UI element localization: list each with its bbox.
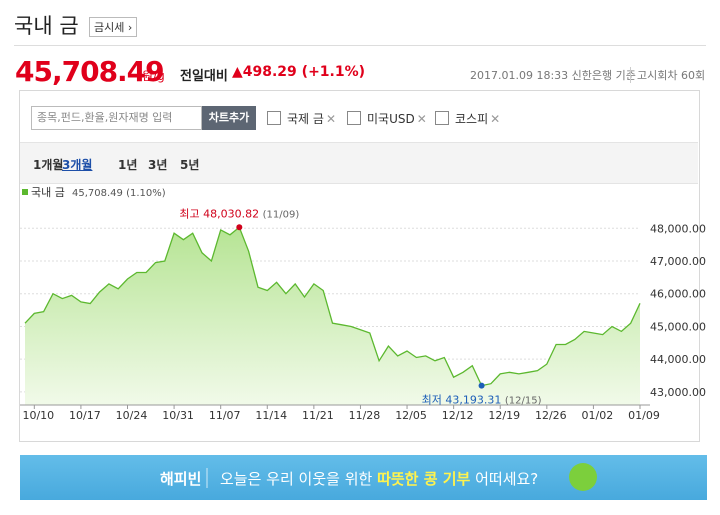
period-tab[interactable]: 1년: [118, 158, 138, 172]
period-tab[interactable]: 3년: [148, 158, 168, 172]
banner-before: 오늘은 우리 이웃을 위한: [220, 470, 377, 488]
annotation-text: 최고 48,030.82: [179, 207, 259, 220]
compare-label: 코스피: [455, 112, 489, 126]
change-pct: (+1.1%): [301, 64, 366, 80]
area: [25, 227, 640, 405]
annotation: 최고 48,030.82 (11/09): [179, 207, 299, 220]
period-tab[interactable]: 3개월: [62, 158, 93, 172]
legend-swatch: [22, 189, 28, 195]
compare-label: 미국USD: [367, 112, 415, 126]
annotation-date: (11/09): [263, 209, 300, 220]
x-tick-label: 11/28: [349, 409, 381, 422]
change-label: 전일대비: [180, 69, 228, 84]
change: ▲498.29 (+1.1%): [232, 64, 365, 80]
x-tick-label: 01/09: [628, 409, 660, 422]
add-chart-button[interactable]: 차트추가: [202, 106, 256, 130]
banner-brand: 해피빈: [160, 470, 201, 488]
banner-highlight: 따뜻한 콩 기부: [377, 470, 470, 488]
annotation: 최저 43,193.31 (12/15): [422, 394, 542, 407]
x-tick-label: 01/02: [582, 409, 614, 422]
y-tick-label: 47,000.00: [650, 255, 706, 268]
legend-value: 45,708.49 (1.10%): [72, 188, 166, 199]
compare-label: 국제 금: [287, 112, 324, 126]
search-input[interactable]: 종목,펀드,환율,원자재명 입력: [31, 106, 202, 130]
legend-name: 국내 금: [31, 186, 65, 199]
compare-checkbox[interactable]: 미국USD ✕: [347, 110, 427, 127]
x-tick-label: 12/05: [395, 409, 427, 422]
x-tick-label: 10/10: [22, 409, 54, 422]
timestamp: 2017.01.09 18:33 신한은행 기준: [470, 69, 636, 82]
y-tick-label: 44,000.00: [650, 353, 706, 366]
tab-bar: [20, 142, 698, 184]
x-tick-label: 11/07: [209, 409, 241, 422]
annotation-date: (12/15): [505, 396, 542, 407]
x-tick-label: 10/24: [116, 409, 148, 422]
unit: 원/g: [142, 69, 165, 83]
compare-checkbox[interactable]: 코스피 ✕: [435, 110, 500, 127]
x-tick-label: 10/31: [162, 409, 194, 422]
round: 고시회차 60회: [630, 67, 705, 83]
y-tick-label: 48,000.00: [650, 222, 706, 235]
x-tick-label: 11/14: [255, 409, 287, 422]
banner-after: 어떠세요?: [470, 470, 538, 488]
annotation-text: 최저 43,193.31: [422, 394, 502, 407]
button-label: 금시세: [94, 21, 125, 34]
x-tick-label: 11/21: [302, 409, 334, 422]
y-tick-label: 45,000.00: [650, 320, 706, 333]
period-tab[interactable]: 5년: [180, 158, 200, 172]
line: [24, 226, 641, 387]
extreme-point: [236, 224, 243, 231]
x-tick-label: 10/17: [69, 409, 101, 422]
bean-icon: [569, 463, 597, 491]
extreme-point: [478, 382, 485, 389]
price-button[interactable]: 금시세 ›: [89, 17, 138, 37]
banner-text: 오늘은 우리 이웃을 위한 따뜻한 콩 기부 어떠세요?: [220, 470, 538, 488]
x-tick-label: 12/12: [442, 409, 474, 422]
title: 국내 금: [14, 14, 79, 38]
period-tab[interactable]: 1개월: [33, 158, 64, 172]
y-tick-label: 46,000.00: [650, 288, 706, 301]
x-tick-label: 12/19: [488, 409, 520, 422]
x-tick-label: 12/26: [535, 409, 567, 422]
divider: [14, 45, 706, 46]
price: 45,708.49: [15, 55, 165, 88]
y-tick-label: 43,000.00: [650, 386, 706, 399]
compare-checkbox[interactable]: 국제 금 ✕: [267, 110, 336, 127]
change-value: ▲498.29: [232, 64, 297, 80]
chart-box: [19, 90, 700, 442]
